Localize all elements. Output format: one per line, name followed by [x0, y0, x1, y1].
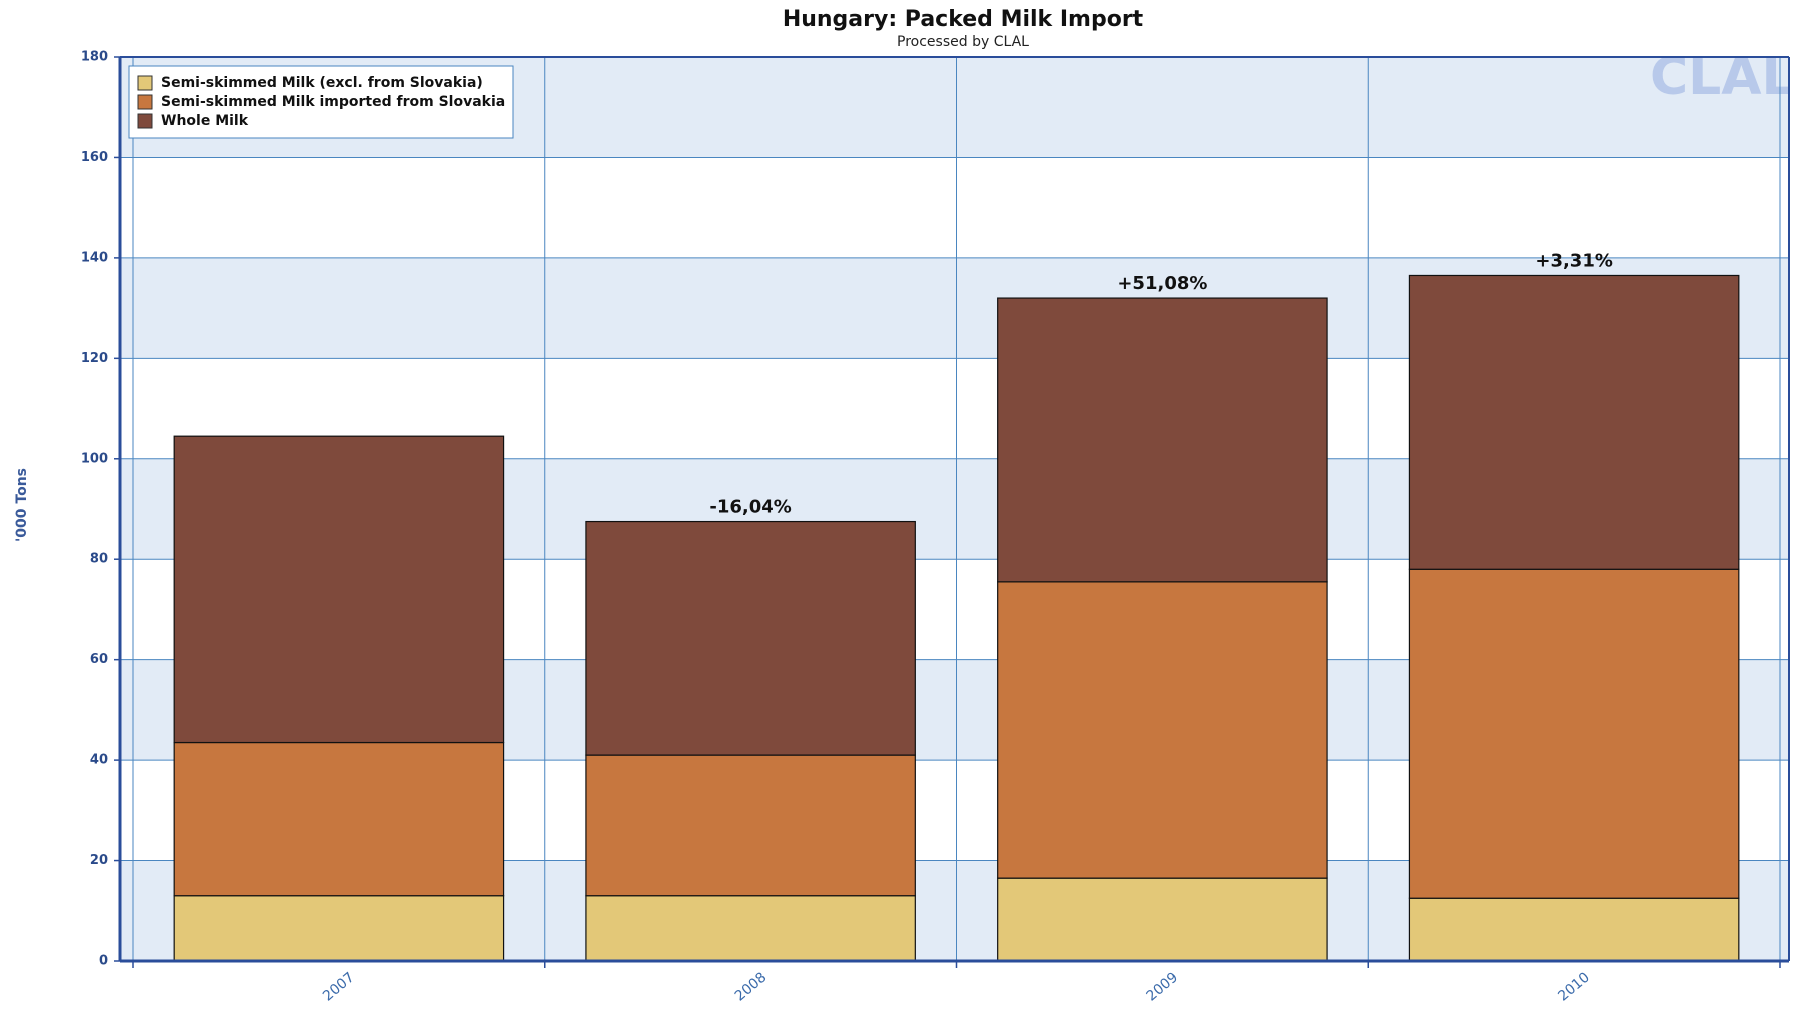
chart-title: Hungary: Packed Milk Import	[783, 7, 1144, 32]
y-tick-label: 0	[99, 954, 108, 969]
legend-label: Semi-skimmed Milk imported from Slovakia	[161, 94, 505, 110]
legend-swatch	[137, 113, 153, 129]
bar-segment	[997, 581, 1328, 879]
change-label: +3,31%	[1535, 250, 1613, 271]
legend-label: Semi-skimmed Milk (excl. from Slovakia)	[161, 75, 483, 91]
y-tick-label: 60	[90, 652, 108, 667]
bar-segment	[173, 741, 505, 897]
y-tick-label: 20	[90, 853, 108, 868]
bar-segment	[997, 297, 1328, 583]
y-tick-label: 100	[81, 451, 108, 466]
bar-segment	[1408, 897, 1740, 962]
x-tick-label: 2010	[1555, 969, 1593, 1004]
x-tick-label: 2007	[320, 969, 358, 1004]
x-tick-label: 2008	[732, 969, 770, 1004]
bar-segment	[585, 895, 916, 962]
y-tick-label: 80	[90, 552, 108, 567]
legend-swatch	[137, 94, 153, 110]
y-tick-label: 140	[81, 250, 108, 265]
chart-subtitle: Processed by CLAL	[897, 34, 1029, 50]
bar-segment	[1408, 568, 1740, 899]
change-label: -16,04%	[709, 497, 791, 518]
legend-swatch	[137, 75, 153, 91]
bar-segment	[585, 520, 916, 756]
x-tick-label: 2009	[1144, 969, 1182, 1004]
bar-segment	[173, 895, 505, 962]
bar-segment	[1408, 274, 1740, 570]
bar-segment	[173, 435, 505, 744]
legend-label: Whole Milk	[161, 113, 249, 129]
bar-segment	[997, 877, 1328, 962]
y-tick-label: 120	[81, 351, 108, 366]
y-axis-label: '000 Tons	[14, 468, 30, 542]
watermark: CLAL.it	[1650, 47, 1798, 107]
legend-box	[128, 65, 514, 139]
y-tick-label: 180	[81, 50, 108, 65]
y-tick-label: 160	[81, 150, 108, 165]
bar-segment	[585, 754, 916, 897]
y-tick-label: 40	[90, 753, 108, 768]
change-label: +51,08%	[1117, 273, 1207, 294]
